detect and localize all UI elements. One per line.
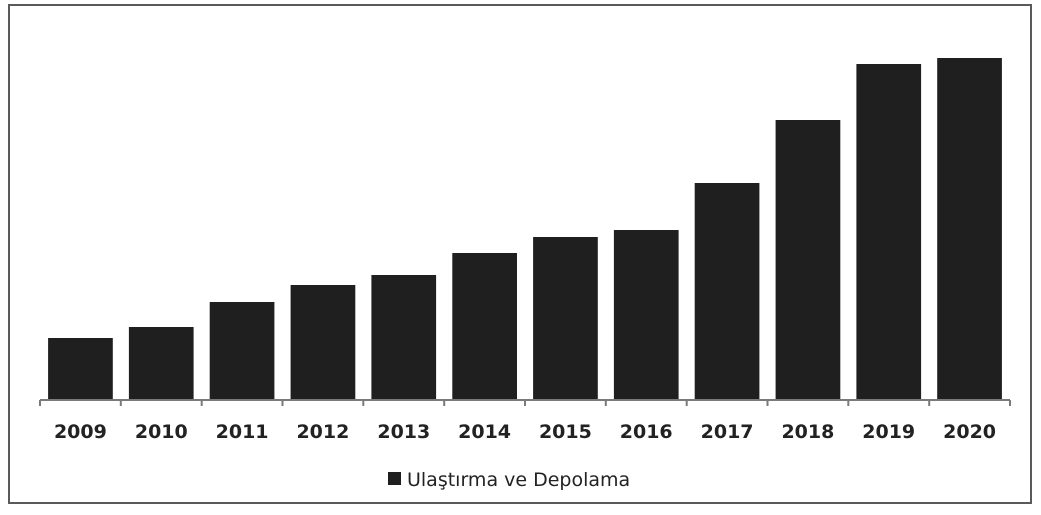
x-tick-label-2018: 2018 bbox=[781, 421, 834, 443]
bar-2013 bbox=[371, 275, 437, 400]
x-tick-label-2016: 2016 bbox=[620, 421, 673, 443]
x-tick-label-2013: 2013 bbox=[377, 421, 430, 443]
bar-2016 bbox=[613, 230, 679, 400]
bar-2018 bbox=[775, 120, 841, 400]
bars-group bbox=[48, 58, 1002, 400]
x-tick-label-2009: 2009 bbox=[54, 421, 107, 443]
bar-2014 bbox=[452, 253, 517, 400]
bar-2015 bbox=[533, 237, 598, 400]
bar-2009 bbox=[48, 338, 113, 400]
x-tick-label-2011: 2011 bbox=[216, 421, 269, 443]
bar-2011 bbox=[209, 302, 275, 400]
legend-swatch bbox=[388, 472, 401, 485]
x-tick-label-2019: 2019 bbox=[862, 421, 915, 443]
bar-2019 bbox=[856, 64, 922, 400]
legend-label: Ulaştırma ve Depolama bbox=[407, 469, 630, 491]
x-axis-ticks bbox=[39, 400, 1011, 406]
x-tick-label-2015: 2015 bbox=[539, 421, 592, 443]
bar-2012 bbox=[290, 285, 356, 400]
x-tick-label-2020: 2020 bbox=[943, 421, 996, 443]
legend: Ulaştırma ve Depolama bbox=[388, 469, 630, 491]
x-tick-label-2014: 2014 bbox=[458, 421, 511, 443]
bar-2010 bbox=[128, 327, 194, 400]
x-tick-label-2012: 2012 bbox=[296, 421, 349, 443]
bar-2020 bbox=[937, 58, 1002, 400]
x-tick-label-2010: 2010 bbox=[135, 421, 188, 443]
x-axis-tick-labels: 2009 2010 2011 2012 2013 2014 2015 2016 2017 2018… bbox=[54, 421, 996, 443]
x-tick-label-2017: 2017 bbox=[701, 421, 754, 443]
bar-2017 bbox=[694, 183, 760, 400]
